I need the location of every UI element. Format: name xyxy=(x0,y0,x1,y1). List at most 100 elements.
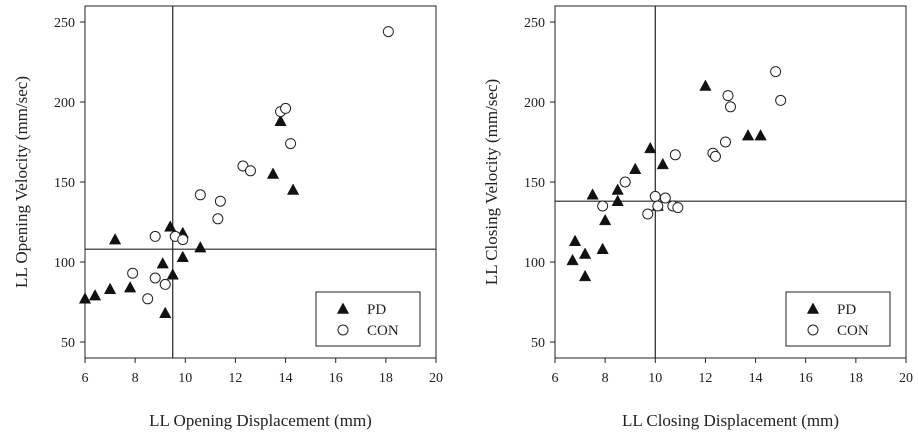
data-point-pd xyxy=(699,79,712,91)
data-point-pd xyxy=(611,183,624,195)
legend-label: CON xyxy=(837,323,869,339)
x-tick-label: 12 xyxy=(698,371,712,386)
data-point-con xyxy=(722,90,734,102)
x-tick-label: 20 xyxy=(429,371,443,386)
data-point-con xyxy=(775,94,787,106)
data-point-con xyxy=(642,208,654,220)
y-tick-label: 100 xyxy=(54,256,75,271)
data-point-con xyxy=(619,176,631,188)
data-point-pd xyxy=(108,233,122,245)
data-point-con xyxy=(669,149,681,161)
data-point-pd xyxy=(124,281,137,293)
x-tick-label: 12 xyxy=(228,371,242,386)
data-point-pd xyxy=(644,141,657,154)
data-point-con xyxy=(244,165,256,177)
y-tick-label: 250 xyxy=(54,16,75,31)
data-point-con xyxy=(214,195,226,207)
y-axis-title: LL Closing Velocity (mm/sec) xyxy=(482,79,501,285)
y-tick-label: 150 xyxy=(54,176,75,191)
data-point-con xyxy=(127,267,139,279)
legend: PD CON xyxy=(785,291,891,347)
data-point-pd xyxy=(568,234,582,246)
y-tick-label: 200 xyxy=(54,96,75,111)
data-point-con xyxy=(719,136,731,148)
data-point-pd xyxy=(159,306,172,318)
data-point-pd xyxy=(78,292,92,304)
data-point-con xyxy=(159,278,171,290)
y-tick-label: 200 xyxy=(524,96,545,111)
data-point-pd xyxy=(754,129,767,141)
chart-panel-2: 6 8 10 12 14 16 18 20 50 100 150 200 250 LL Closing D… xyxy=(482,5,913,430)
chart-panel-1: 6 8 10 12 14 16 18 20 50 100 150 200 250 LL Opening D… xyxy=(12,5,443,430)
data-point-con xyxy=(212,213,224,225)
y-tick-label: 150 xyxy=(524,176,545,191)
legend: PD CON xyxy=(315,291,421,347)
legend-label: PD xyxy=(837,302,856,318)
x-axis-title: LL Opening Displacement (mm) xyxy=(149,411,372,430)
data-point-pd xyxy=(578,269,592,282)
data-point-pd xyxy=(194,241,207,253)
data-point-con xyxy=(770,66,782,78)
legend-symbol-pd xyxy=(806,302,820,314)
data-point-pd xyxy=(629,162,642,174)
data-point-pd xyxy=(586,188,599,200)
x-tick-label: 10 xyxy=(178,371,192,386)
data-point-con xyxy=(280,102,292,114)
legend-symbol-pd xyxy=(336,302,350,314)
data-point-pd xyxy=(741,129,755,141)
data-point-con xyxy=(142,293,154,305)
x-tick-label: 14 xyxy=(279,371,293,386)
data-point-pd xyxy=(611,194,624,206)
x-tick-label: 18 xyxy=(849,371,863,386)
y-tick-label: 100 xyxy=(524,256,545,271)
x-tick-label: 16 xyxy=(799,371,813,386)
data-point-con xyxy=(649,190,661,202)
x-tick-label: 6 xyxy=(552,371,559,386)
data-point-con xyxy=(659,192,671,204)
y-tick-label: 250 xyxy=(524,16,545,31)
data-point-pd xyxy=(164,220,177,232)
x-tick-label: 14 xyxy=(749,371,763,386)
data-point-pd xyxy=(599,213,612,226)
data-point-pd xyxy=(656,157,669,170)
data-point-con xyxy=(177,234,189,246)
data-point-con xyxy=(149,272,161,284)
x-tick-label: 6 xyxy=(82,371,89,386)
data-point-con xyxy=(382,26,394,38)
x-tick-label: 8 xyxy=(132,371,139,386)
data-point-con xyxy=(725,101,736,113)
legend-box xyxy=(785,291,891,347)
x-tick-label: 10 xyxy=(648,371,662,386)
y-axis-title: LL Opening Velocity (mm/sec) xyxy=(12,76,31,288)
x-axis-title: LL Closing Displacement (mm) xyxy=(622,411,839,430)
data-point-con xyxy=(652,200,664,212)
data-point-pd xyxy=(596,242,609,254)
data-point-pd xyxy=(274,114,287,126)
data-point-pd xyxy=(266,167,280,179)
legend-label: PD xyxy=(367,302,386,318)
legend-symbol-con xyxy=(337,324,349,336)
data-point-pd xyxy=(166,268,179,280)
data-point-con xyxy=(194,189,206,201)
data-point-con xyxy=(285,138,297,150)
x-tick-label: 20 xyxy=(899,371,913,386)
data-point-pd xyxy=(286,183,300,195)
data-point-pd xyxy=(176,250,189,262)
data-point-pd xyxy=(566,253,579,266)
x-tick-label: 18 xyxy=(379,371,393,386)
x-tick-label: 16 xyxy=(329,371,343,386)
data-point-con xyxy=(597,200,609,212)
legend-label: CON xyxy=(367,323,399,339)
legend-symbol-con xyxy=(807,324,819,336)
data-point-pd xyxy=(103,282,117,294)
data-point-con xyxy=(709,150,721,162)
legend-box xyxy=(315,291,421,347)
data-point-con xyxy=(149,230,161,242)
data-point-con xyxy=(672,202,684,214)
data-point-pd xyxy=(156,257,169,269)
data-point-pd xyxy=(88,289,102,301)
data-point-pd xyxy=(578,247,592,259)
y-tick-label: 50 xyxy=(531,336,545,351)
y-tick-label: 50 xyxy=(61,336,75,351)
